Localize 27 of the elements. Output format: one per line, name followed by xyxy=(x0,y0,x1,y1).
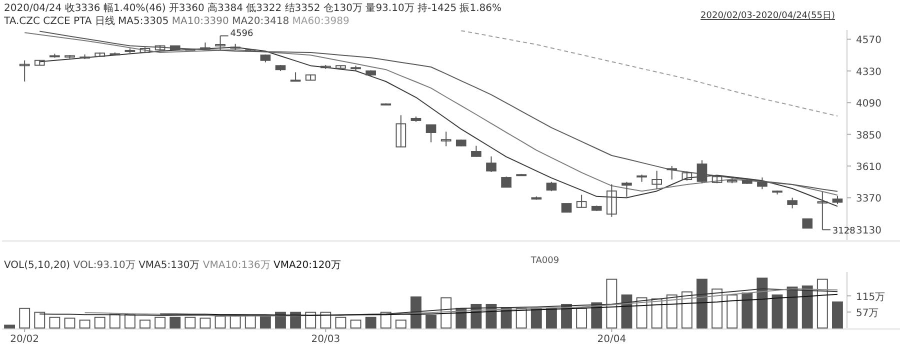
annotation: 4596 xyxy=(230,28,254,39)
x-tick-label: 20/04 xyxy=(597,334,626,345)
y-tick-label: 4570 xyxy=(856,35,882,46)
text: VMA20:120万 xyxy=(270,260,342,271)
text: MA20:3418 xyxy=(228,16,290,27)
text: MA10:3390 xyxy=(168,16,229,27)
y-tick-label: 4330 xyxy=(856,66,882,78)
text: MA60:3989 xyxy=(289,16,350,27)
y-tick-label: 3370 xyxy=(856,194,882,205)
x-tick-label: 20/02 xyxy=(10,334,39,345)
chart-subtitle: TA.CZC CZCE PTA 日线 xyxy=(3,15,118,27)
text: TA009 xyxy=(530,256,560,266)
chart-title: 2020/04/24 收3336 幅1.40%(46) 开3360 高3384 低3322 结3352 仓130万 量93.10万 持-1425 振1.86% xyxy=(4,2,502,14)
y-tick-label: 57万 xyxy=(856,308,879,320)
text: VMA10:136万 xyxy=(200,260,270,271)
y-tick-label: 3850 xyxy=(856,130,882,142)
text: VOL:93.10万 xyxy=(70,260,136,271)
y-tick-label: 115万 xyxy=(856,292,886,303)
text: MA5:3305 xyxy=(118,16,169,27)
chart-title: VOL(5,10,20) xyxy=(4,260,70,271)
y-tick-label: 3130 xyxy=(856,225,882,236)
y-tick-label: 3610 xyxy=(856,162,882,174)
y-tick-label: 4090 xyxy=(856,98,882,110)
x-tick-label: 20/03 xyxy=(311,334,340,345)
annotation: 3128 xyxy=(832,226,856,237)
text: VMA5:130万 xyxy=(135,260,200,271)
text: 2020/02/03-2020/04/24(55日) xyxy=(700,11,835,21)
